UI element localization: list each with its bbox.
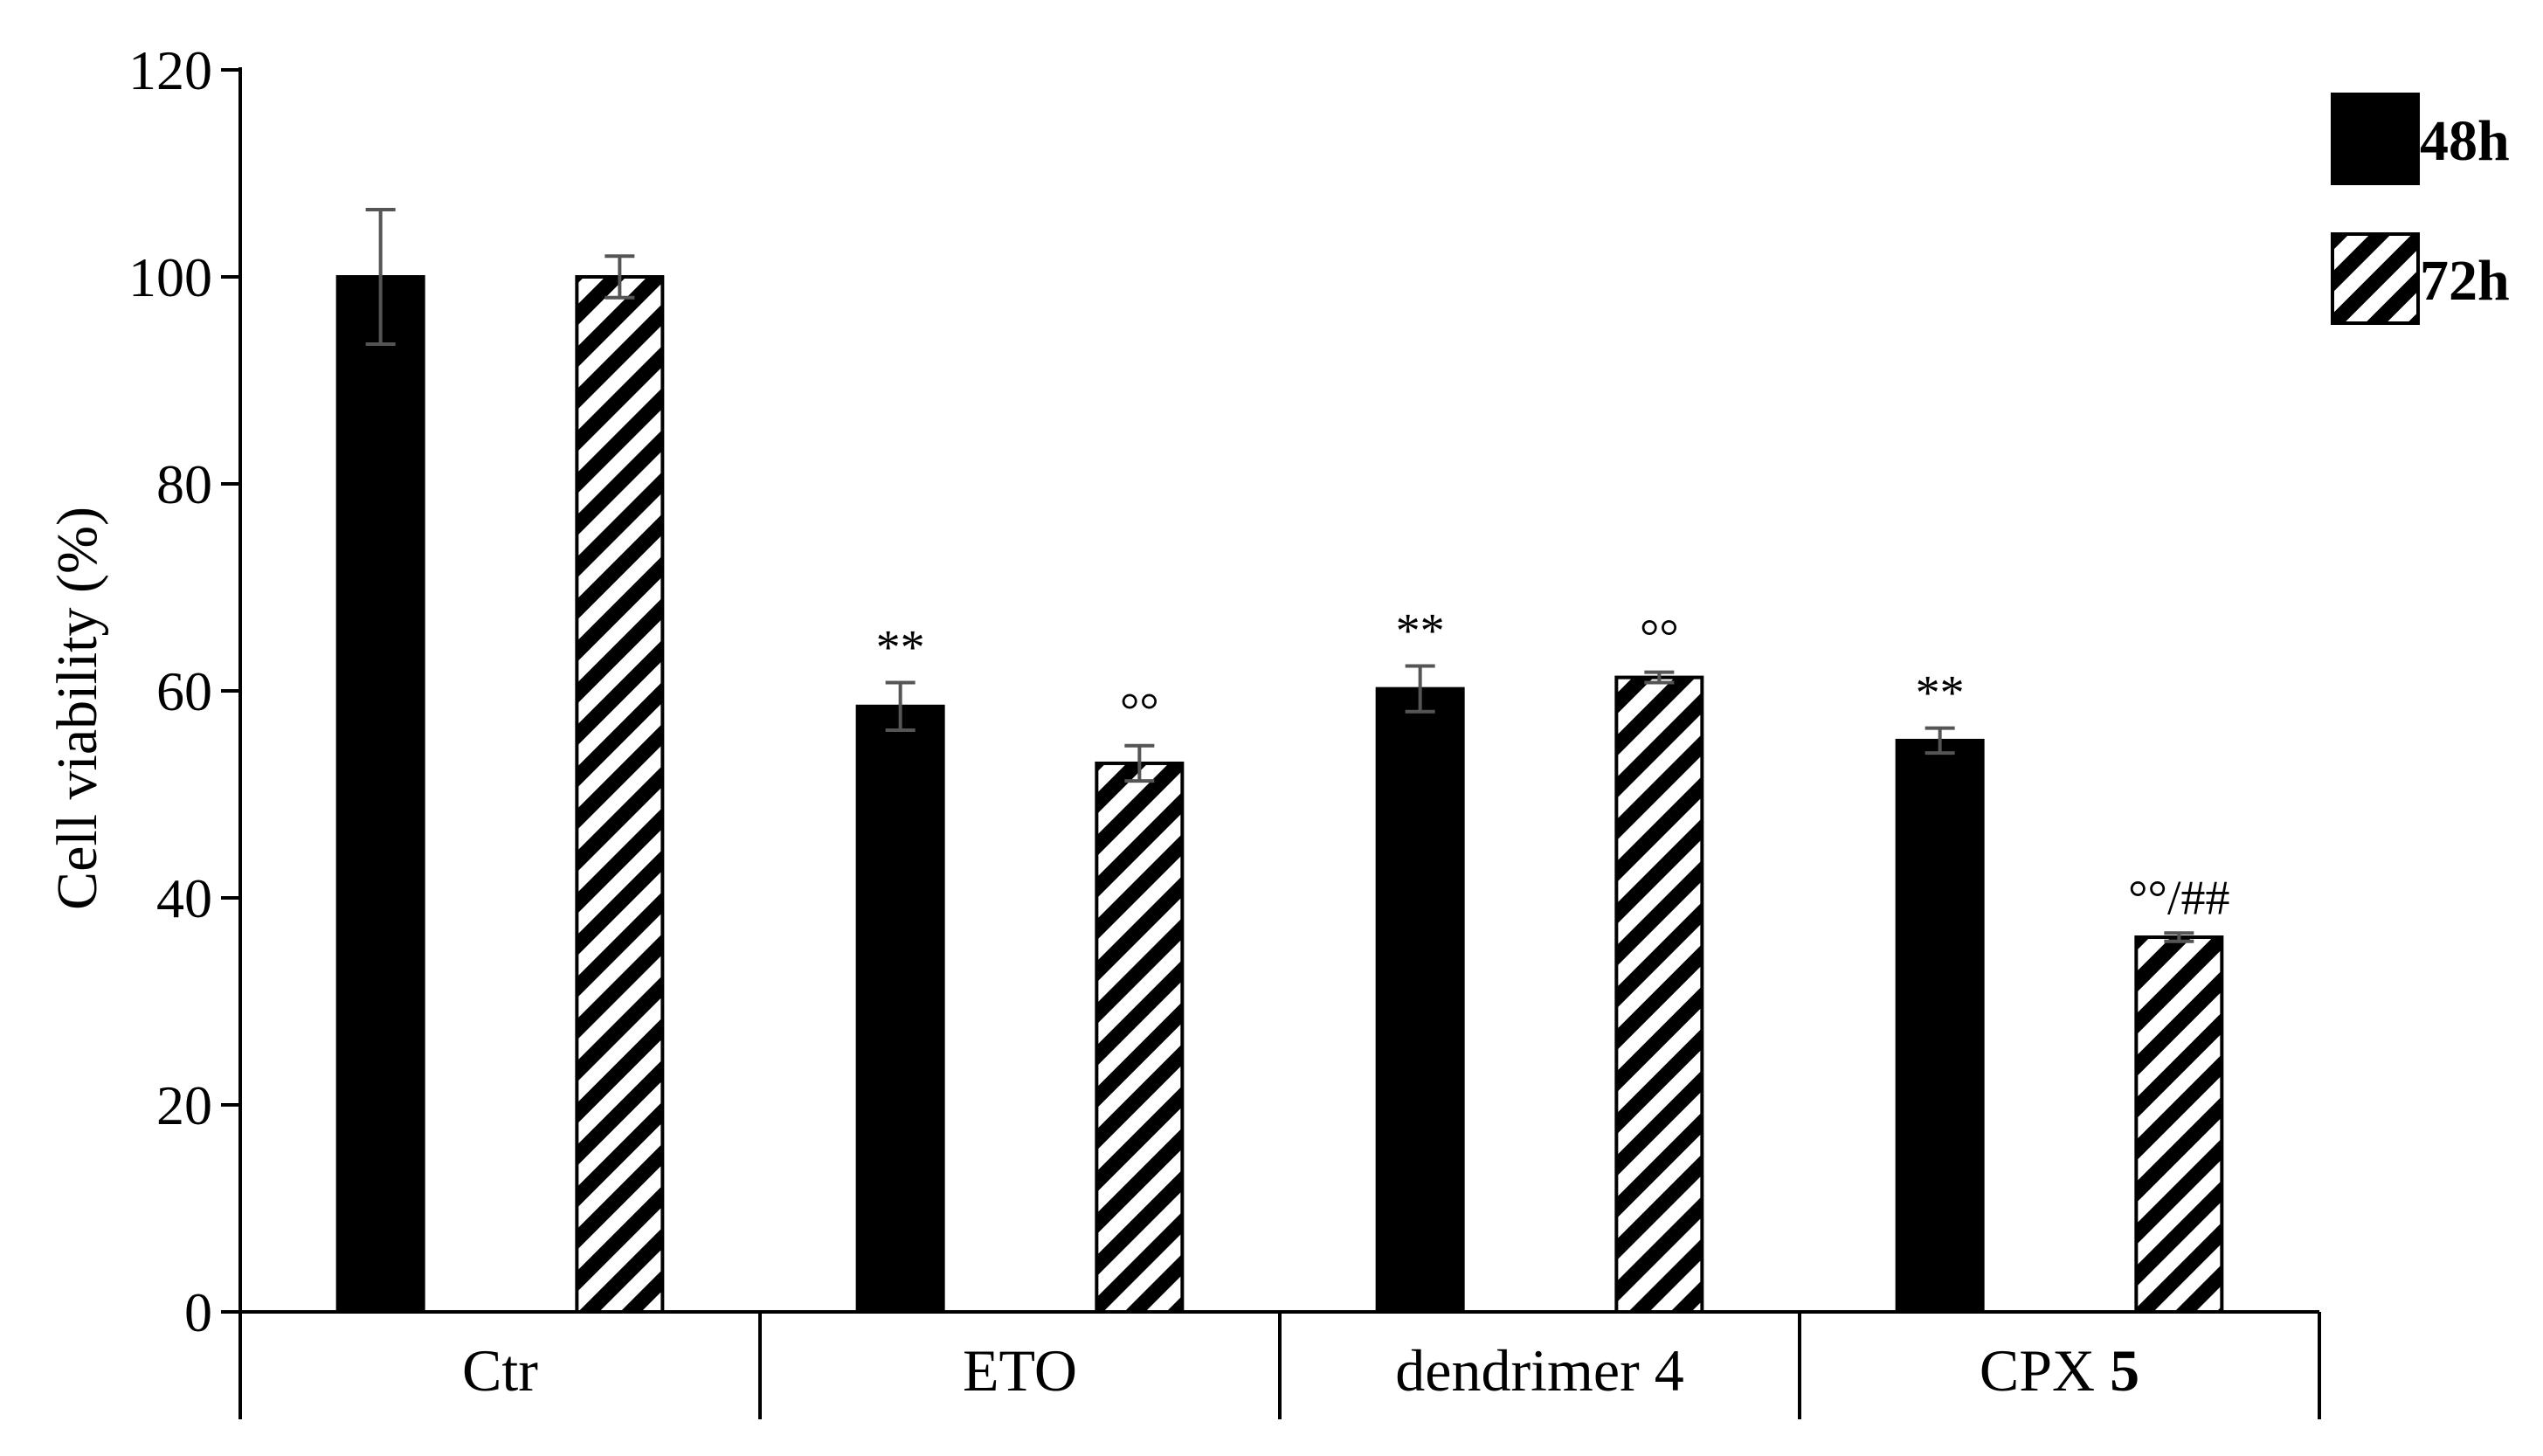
bar-72h (1614, 675, 1704, 1314)
significance-annotation: °° (1120, 684, 1159, 738)
category-label-text: ETO (963, 1337, 1077, 1404)
y-tick-label: 120 (128, 39, 212, 101)
bars: ** ** ** °° °° °°/## (335, 207, 2230, 1315)
category-label: Ctr (462, 1337, 538, 1404)
category-label: dendrimer 4 (1395, 1337, 1683, 1404)
legend-label-72h: 72h (2420, 249, 2510, 313)
bar-72h (575, 275, 665, 1314)
bar-48h (1375, 687, 1465, 1314)
category-label-text: dendrimer 4 (1395, 1337, 1683, 1404)
legend-swatch-72h (2331, 232, 2420, 325)
y-tick-label: 80 (156, 453, 212, 515)
category-label-text: Ctr (462, 1337, 538, 1404)
significance-annotation: °° (1640, 611, 1679, 665)
axes: 0 20 40 60 80 100 120 Cell viability (%) Ctr ETO d… (45, 39, 2321, 1419)
legend-swatch-48h (2331, 93, 2420, 185)
significance-annotation: °°/## (2128, 871, 2229, 925)
y-tick-label: 40 (156, 867, 212, 929)
bar-48h (1895, 738, 1985, 1314)
category-label-text: CPX (1980, 1337, 2110, 1404)
y-axis-label: Cell viability (%) (45, 507, 109, 910)
y-tick-label: 0 (184, 1281, 212, 1343)
y-tick-label: 20 (156, 1074, 212, 1136)
y-tick-label: 60 (156, 660, 212, 722)
significance-annotation: ** (1916, 666, 1965, 721)
significance-annotation: ** (1396, 604, 1445, 659)
bar-72h (1095, 761, 1185, 1314)
significance-annotation: ** (876, 621, 925, 675)
y-tick-label: 100 (128, 246, 212, 308)
category-label: CPX 5 (1980, 1337, 2139, 1404)
bar-48h (855, 704, 945, 1314)
bar-48h (335, 275, 425, 1314)
legend: 48h 72h (2331, 93, 2510, 325)
category-label-bold: 5 (2110, 1337, 2139, 1404)
legend-label-48h: 48h (2420, 109, 2510, 173)
bar-72h (2134, 935, 2224, 1315)
category-label: ETO (963, 1337, 1077, 1404)
